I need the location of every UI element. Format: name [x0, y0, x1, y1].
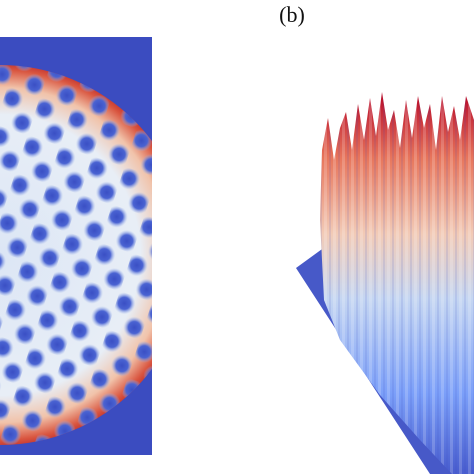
- left-panel: [0, 37, 152, 455]
- surface-texture: [320, 92, 474, 474]
- right-panel: (b): [279, 2, 474, 474]
- disk: [0, 65, 152, 445]
- panel-label: (b): [279, 2, 305, 27]
